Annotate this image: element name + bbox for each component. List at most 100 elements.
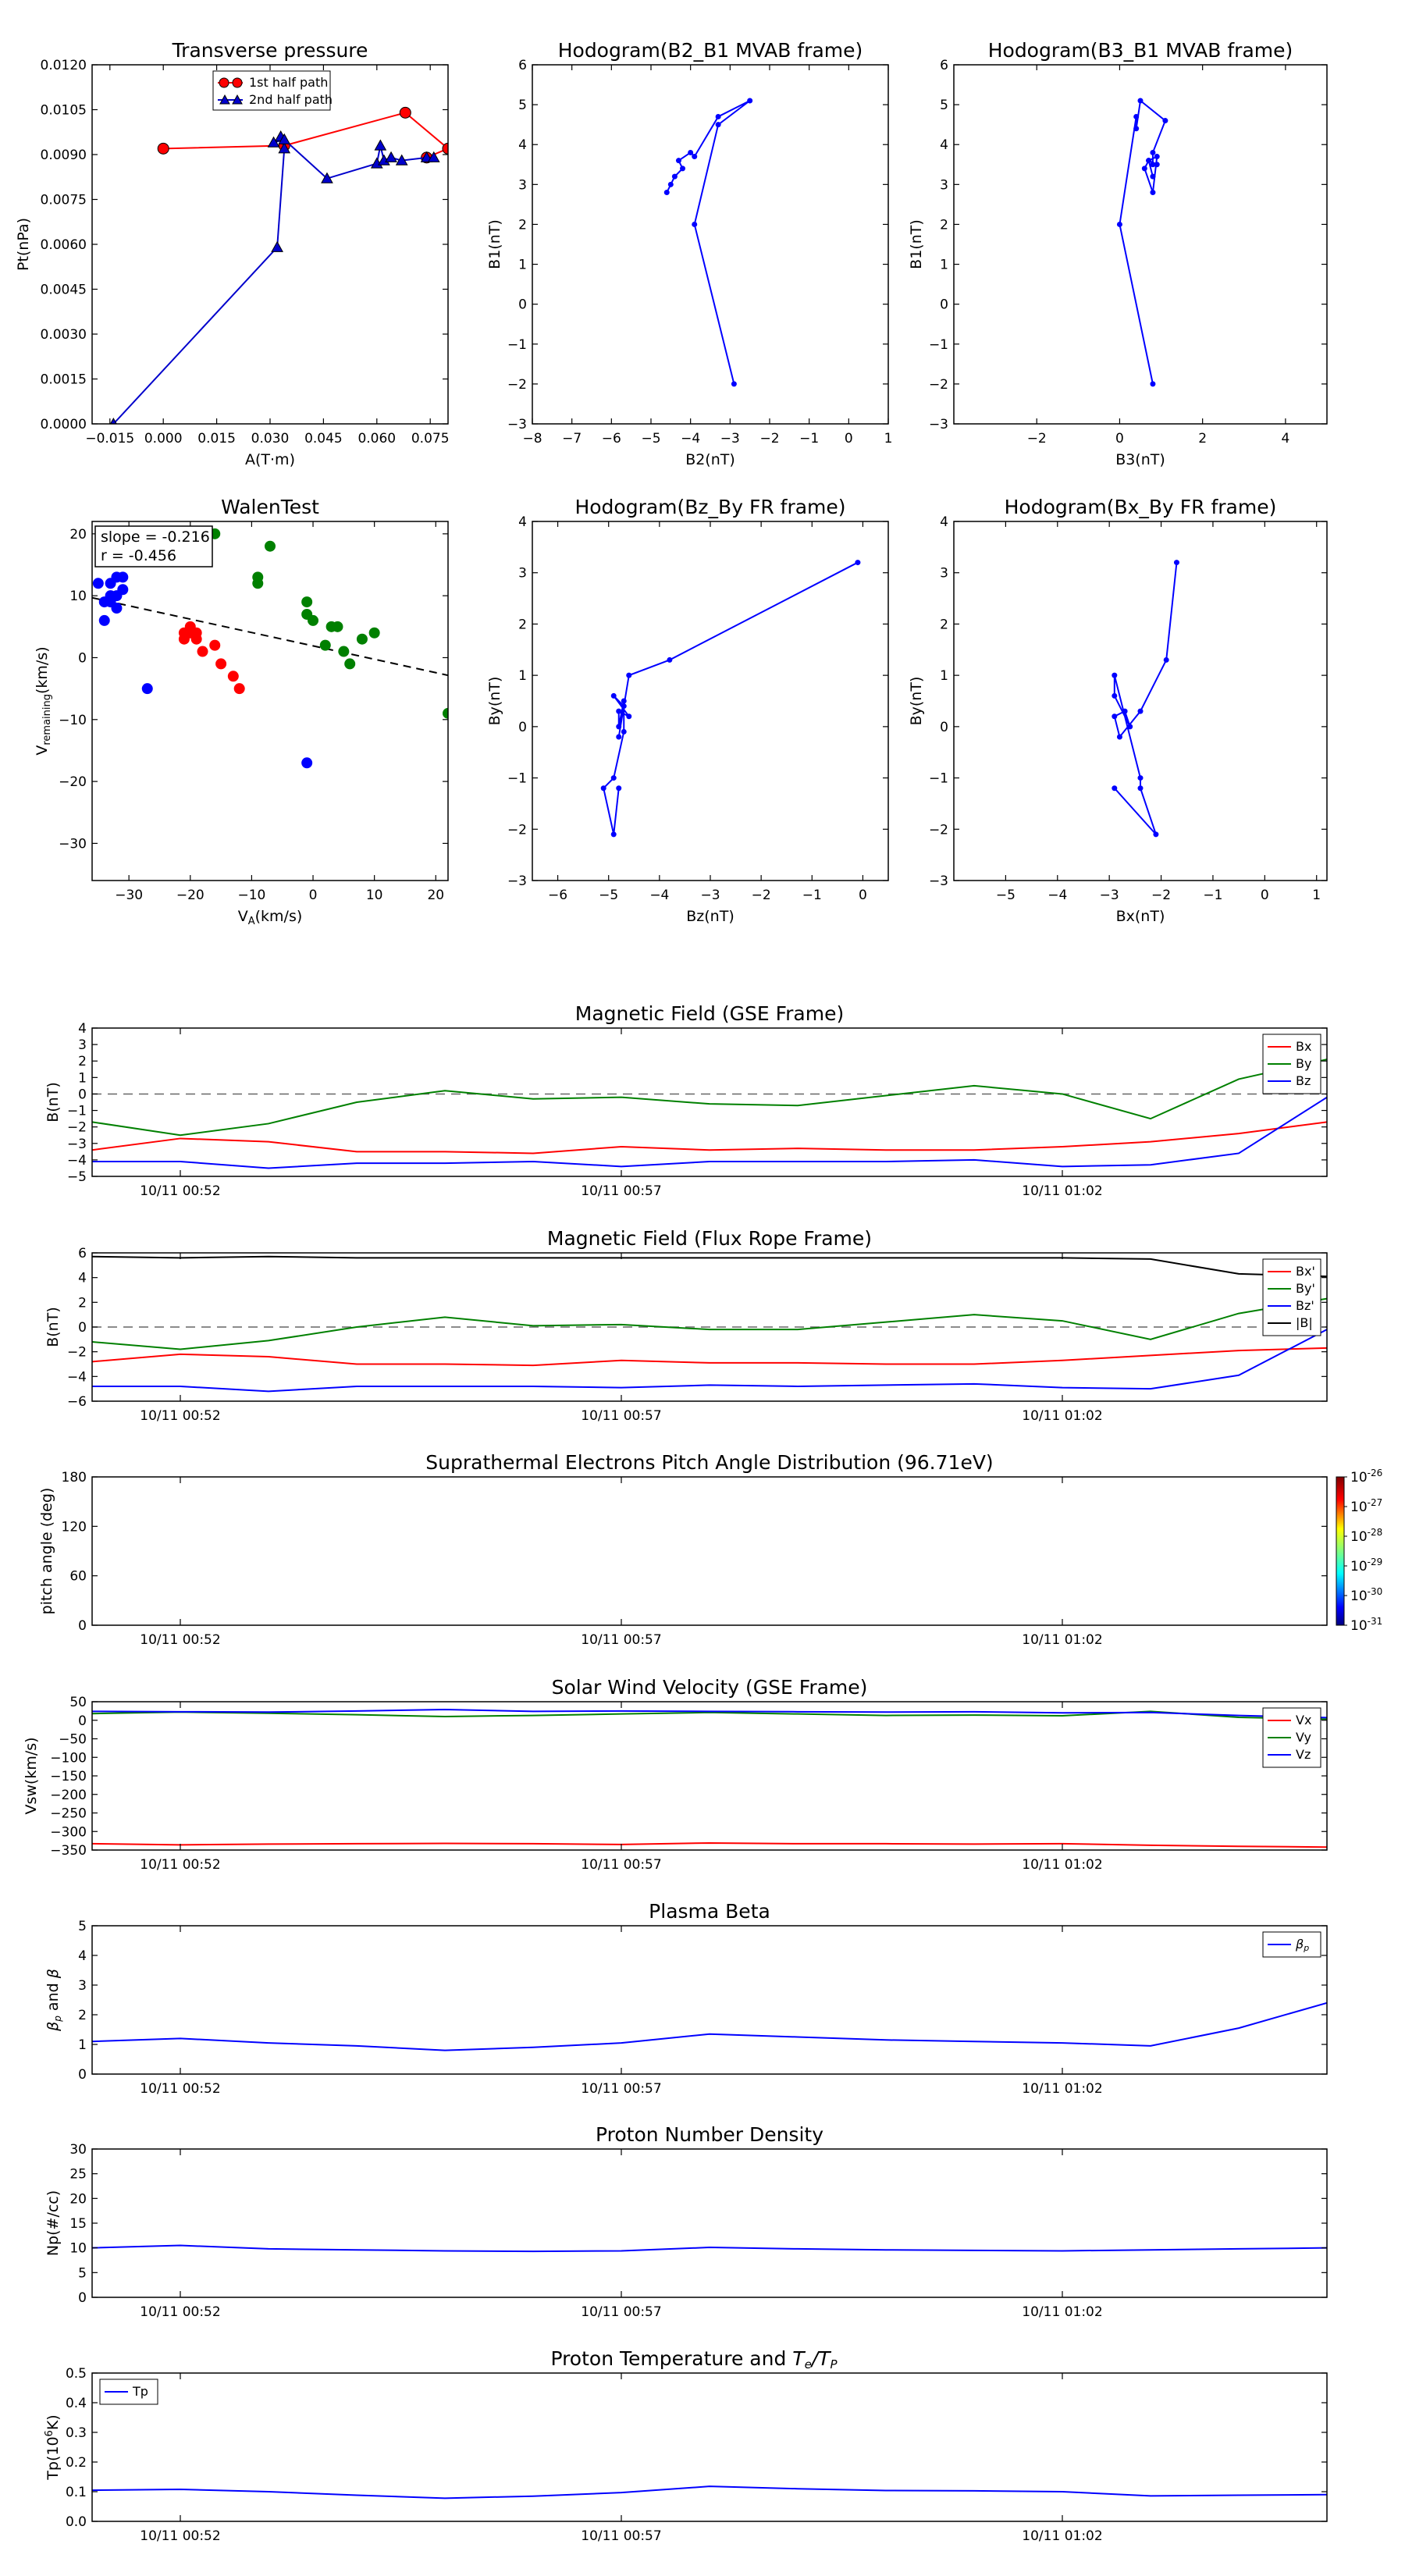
hodogram-bx-by-series-0-point	[1112, 692, 1118, 699]
pitch-angle-cb-label: 10-27	[1350, 1497, 1382, 1515]
hodogram-b2-b1-series-0-line	[666, 100, 751, 385]
walen-test-series-2-point	[252, 578, 264, 589]
hodogram-b2-b1-xtick-label: −8	[522, 431, 542, 447]
proton-density-plot-area	[92, 2244, 1327, 2253]
hodogram-b3-b1-ytick-label: −2	[929, 377, 948, 393]
hodogram-bz-by-ytick-label: 0	[518, 720, 527, 735]
hodogram-bx-by-xtick-label: −2	[1151, 888, 1171, 903]
hodogram-b3-b1-series-0-line	[1119, 99, 1167, 385]
magnetic-field-fr-legend-label: |B|	[1296, 1315, 1313, 1330]
solar-wind-velocity-xtick-label: 10/11 01:02	[1022, 1857, 1102, 1873]
plasma-beta-ylabel: βp and β	[44, 1969, 63, 2032]
hodogram-b2-b1-series-0-point	[671, 173, 678, 180]
hodogram-b3-b1-ytick-label: −3	[929, 417, 948, 432]
walen-test-series-0-point	[117, 571, 129, 583]
hodogram-bx-by-series-0-point	[1112, 785, 1118, 792]
transverse-pressure-xlabel: A(T·m)	[245, 451, 295, 468]
walen-test-axes-frame	[91, 521, 449, 881]
solar-wind-velocity-legend-label: Vy	[1296, 1730, 1311, 1745]
magnetic-field-gse-ytick-label: 2	[78, 1054, 87, 1069]
proton-density-ytick-label: 30	[69, 2142, 87, 2158]
walen-test-series-1-point	[227, 671, 239, 682]
solar-wind-velocity-legend-label: Vx	[1296, 1713, 1311, 1727]
transverse-pressure-ytick-label: 0.0105	[41, 103, 87, 119]
magnetic-field-fr-ytick-label: −6	[67, 1394, 87, 1410]
hodogram-b2-b1-xtick-label: −3	[720, 431, 740, 447]
ylabel-part: and	[44, 1978, 62, 2016]
magnetic-field-gse-ytick-label: −4	[67, 1153, 87, 1169]
proton-temperature-title: Proton Temperature and Te/TP	[550, 2347, 838, 2371]
magnetic-field-fr-series-2-line	[92, 1329, 1327, 1393]
transverse-pressure-xtick-label: −0.015	[85, 431, 134, 447]
walen-test-series-2-point	[368, 627, 380, 639]
hodogram-b3-b1-ytick-label: 3	[940, 177, 948, 193]
hodogram-b3-b1-series-0-point	[1150, 162, 1156, 168]
pitch-angle-axes-frame	[91, 1476, 1328, 1626]
hodogram-bz-by-ytick-label: −2	[507, 822, 527, 838]
transverse-pressure-series-1-point	[374, 139, 387, 151]
hodogram-bx-by-axes-frame	[953, 521, 1328, 881]
magnetic-field-fr-title: Magnetic Field (Flux Rope Frame)	[547, 1227, 872, 1250]
magnetic-field-gse-chart: Magnetic Field (GSE Frame) 10/11 00:52 10/…	[44, 1002, 1328, 1199]
magnetic-field-fr-xtick-label: 10/11 00:52	[140, 1408, 220, 1424]
hodogram-b2-b1-ytick-label: −2	[507, 377, 527, 393]
proton-temperature-xtick-label: 10/11 00:57	[581, 2528, 661, 2544]
magnetic-field-gse-legend-label: By	[1296, 1056, 1311, 1071]
hodogram-b3-b1-chart: Hodogram(B3_B1 MVAB frame) −2 0 2 4 −3 −2 −1 0 1 2…	[908, 39, 1328, 468]
hodogram-bx-by-ytick-label: −3	[929, 873, 948, 889]
hodogram-bz-by-xtick-label: −1	[802, 888, 822, 903]
walen-test-xtick-label: 0	[309, 888, 318, 903]
hodogram-bz-by-ytick-label: 2	[518, 617, 527, 632]
proton-density-axes-frame	[91, 2148, 1328, 2298]
hodogram-bz-by-series-0-point	[621, 698, 627, 704]
hodogram-b3-b1-xtick-label: −2	[1027, 431, 1047, 447]
hodogram-bz-by-ylabel: By(nT)	[486, 677, 503, 726]
ylabel-unit: K)	[44, 2414, 62, 2430]
magnetic-field-gse-ytick-label: −1	[67, 1104, 87, 1119]
solar-wind-velocity-ytick-label: −300	[50, 1824, 87, 1840]
hodogram-b2-b1-ytick-label: 5	[518, 98, 527, 113]
hodogram-bz-by-series-0-point	[667, 656, 673, 663]
walen-test-xlabel: VA(km/s)	[238, 908, 303, 927]
plasma-beta-ytick-label: 3	[78, 1978, 87, 1994]
ylabel-part: V	[34, 745, 51, 756]
magnetic-field-fr-xtick-label: 10/11 01:02	[1022, 1408, 1102, 1424]
solar-wind-velocity-ytick-label: −100	[50, 1750, 87, 1766]
walen-test-series-1-point	[209, 639, 221, 651]
pitch-angle-cb-label: 10-30	[1350, 1586, 1382, 1604]
transverse-pressure-xtick-label: 0.030	[251, 431, 290, 447]
transverse-pressure-legend-marker	[232, 77, 243, 88]
transverse-pressure-series-1-point	[395, 154, 408, 165]
hodogram-b3-b1-axes-frame	[953, 64, 1328, 425]
title-te: T	[792, 2347, 806, 2370]
transverse-pressure-plot-area	[109, 106, 448, 424]
magnetic-field-gse-ytick-label: −5	[67, 1169, 87, 1185]
walen-test-ytick-label: −20	[59, 774, 87, 790]
hodogram-bx-by-series-0-point	[1122, 708, 1128, 714]
hodogram-bz-by-ytick-label: −1	[507, 771, 527, 787]
hodogram-b2-b1-xtick-label: −6	[602, 431, 621, 447]
hodogram-bx-by-series-0-point	[1153, 831, 1159, 838]
proton-temperature-legend-label: Tp	[132, 2384, 148, 2399]
cb-exp: -31	[1368, 1616, 1383, 1627]
hodogram-b2-b1-series-0-point	[688, 149, 694, 155]
hodogram-b2-b1-ytick-label: 2	[518, 217, 527, 233]
transverse-pressure-series-1-point	[278, 133, 291, 144]
hodogram-bx-by-ytick-label: 3	[940, 566, 948, 582]
hodogram-b3-b1-series-0-point	[1116, 221, 1122, 227]
cb-exp: -30	[1368, 1586, 1383, 1597]
hodogram-b3-b1-ytick-label: −1	[929, 337, 948, 353]
hodogram-b2-b1-series-0-point	[663, 190, 670, 196]
hodogram-bz-by-series-0-point	[610, 831, 617, 838]
magnetic-field-fr-ytick-label: 2	[78, 1295, 87, 1311]
proton-temperature-ytick-label: 0.5	[66, 2366, 87, 2382]
solar-wind-velocity-xtick-label: 10/11 00:52	[140, 1857, 220, 1873]
walen-test-annotation-text: slope = -0.216	[101, 528, 210, 546]
hodogram-bz-by-xtick-label: −4	[649, 888, 669, 903]
hodogram-bz-by-xtick-label: −3	[700, 888, 720, 903]
walen-test-series-2-point	[344, 658, 356, 670]
magnetic-field-fr-chart: Magnetic Field (Flux Rope Frame) 10/11 00…	[44, 1227, 1328, 1424]
cb-exp: -26	[1368, 1468, 1383, 1478]
hodogram-bz-by-series-0-point	[616, 724, 622, 730]
proton-density-ytick-label: 10	[69, 2241, 87, 2257]
